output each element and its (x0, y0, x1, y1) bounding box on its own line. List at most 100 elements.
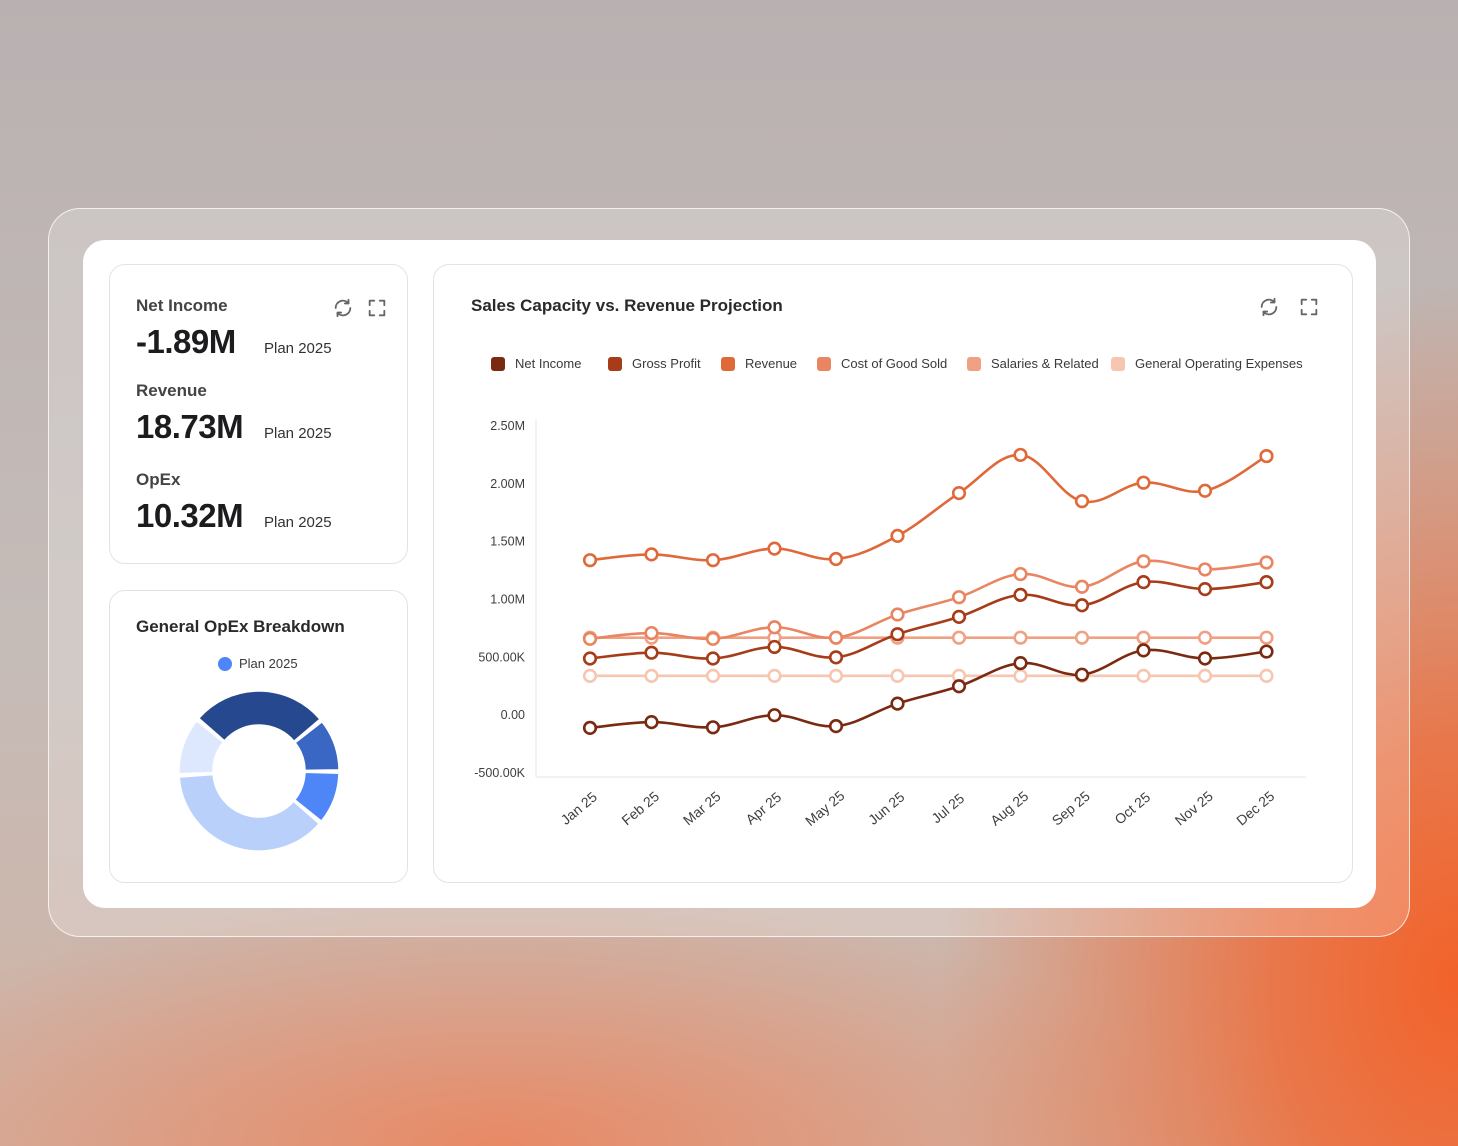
data-point[interactable] (1136, 575, 1151, 590)
x-tick-label: Nov 25 (1172, 788, 1216, 829)
data-point[interactable] (1074, 630, 1090, 645)
data-point[interactable] (890, 627, 905, 642)
data-point[interactable] (1197, 668, 1213, 683)
data-point[interactable] (1259, 448, 1274, 464)
data-point[interactable] (705, 631, 721, 646)
kpi-plan-revenue: Plan 2025 (264, 425, 332, 442)
legend-swatch (967, 356, 981, 371)
data-point[interactable] (828, 630, 844, 645)
data-point[interactable] (828, 551, 844, 567)
data-point[interactable] (951, 590, 967, 605)
data-point[interactable] (1136, 630, 1151, 645)
x-tick-label: Jun 25 (865, 788, 908, 827)
data-point[interactable] (705, 720, 721, 735)
fullscreen-icon[interactable] (366, 297, 388, 319)
data-point[interactable] (705, 668, 721, 683)
data-point[interactable] (1259, 630, 1274, 645)
data-point[interactable] (1259, 555, 1274, 570)
data-point[interactable] (1013, 630, 1028, 645)
data-point[interactable] (828, 668, 844, 683)
data-point[interactable] (1013, 566, 1028, 582)
data-point[interactable] (1074, 494, 1090, 509)
data-point[interactable] (767, 620, 782, 635)
data-point[interactable] (582, 553, 598, 568)
data-point[interactable] (582, 668, 598, 683)
legend-item-3[interactable]: Cost of Good Sold (817, 356, 947, 371)
data-point[interactable] (644, 625, 659, 641)
data-point[interactable] (644, 547, 659, 562)
donut-legend-dot (218, 656, 232, 671)
fullscreen-icon[interactable] (1298, 296, 1320, 318)
data-point[interactable] (582, 720, 598, 735)
data-point[interactable] (644, 668, 659, 683)
data-point[interactable] (1259, 644, 1274, 659)
kpi-value-revenue: 18.73M (136, 408, 244, 445)
donut-segment-3[interactable] (178, 773, 320, 852)
y-tick-label: 1.00M (490, 593, 525, 607)
data-point[interactable] (890, 668, 905, 683)
data-point[interactable] (767, 639, 782, 655)
legend-label: Net Income (515, 356, 582, 371)
donut-segment-4[interactable] (178, 720, 224, 775)
data-point[interactable] (951, 630, 967, 645)
refresh-icon[interactable] (1258, 296, 1280, 318)
data-point[interactable] (767, 541, 782, 556)
data-point[interactable] (1197, 651, 1213, 666)
y-tick-label: 2.50M (490, 419, 525, 433)
data-point[interactable] (1136, 643, 1151, 658)
data-point[interactable] (1074, 667, 1090, 682)
data-point[interactable] (1013, 668, 1028, 683)
legend-item-0[interactable]: Net Income (491, 356, 581, 371)
data-point[interactable] (1013, 587, 1028, 602)
refresh-icon[interactable] (332, 297, 354, 319)
legend-swatch (608, 356, 622, 371)
data-point[interactable] (767, 668, 782, 683)
data-point[interactable] (582, 651, 598, 666)
data-point[interactable] (705, 553, 721, 568)
data-point[interactable] (1259, 668, 1274, 683)
kpi-value-opex: 10.32M (136, 497, 244, 534)
data-point[interactable] (1013, 447, 1028, 463)
x-tick-label: Mar 25 (680, 788, 724, 828)
legend-item-4[interactable]: Salaries & Related (967, 356, 1099, 371)
data-point[interactable] (1259, 575, 1274, 590)
data-point[interactable] (1197, 483, 1213, 498)
data-point[interactable] (1197, 562, 1213, 577)
data-point[interactable] (705, 651, 721, 666)
data-point[interactable] (767, 708, 782, 723)
data-point[interactable] (1136, 554, 1151, 569)
opex-breakdown-title: General OpEx Breakdown (136, 617, 345, 636)
data-point[interactable] (644, 645, 659, 660)
data-point[interactable] (951, 679, 967, 694)
data-point[interactable] (951, 485, 967, 501)
donut-legend-label: Plan 2025 (239, 656, 298, 671)
data-point[interactable] (1197, 630, 1213, 645)
data-point[interactable] (890, 696, 905, 711)
data-point[interactable] (828, 719, 844, 734)
data-point[interactable] (1136, 475, 1151, 490)
data-point[interactable] (1013, 656, 1028, 671)
data-point[interactable] (1074, 579, 1090, 594)
data-point[interactable] (890, 607, 905, 622)
donut-segment-2[interactable] (294, 771, 340, 822)
legend-item-1[interactable]: Gross Profit (608, 356, 701, 371)
x-tick-label: Oct 25 (1111, 789, 1153, 828)
donut-segment-1[interactable] (294, 720, 340, 772)
data-point[interactable] (1136, 668, 1151, 683)
data-point[interactable] (1074, 598, 1090, 613)
data-point[interactable] (828, 650, 844, 665)
y-tick-label: -500.00K (474, 766, 525, 780)
y-tick-label: 1.50M (490, 535, 525, 549)
donut-segment-0[interactable] (198, 690, 321, 742)
data-point[interactable] (644, 715, 659, 730)
data-point[interactable] (951, 609, 967, 624)
kpi-value-net-income: -1.89M (136, 323, 236, 360)
legend-swatch (1111, 356, 1125, 371)
x-tick-label: Feb 25 (618, 788, 662, 828)
data-point[interactable] (890, 528, 905, 543)
x-tick-label: Jan 25 (558, 788, 601, 827)
data-point[interactable] (1197, 581, 1213, 597)
legend-item-5[interactable]: General Operating Expenses (1111, 356, 1303, 371)
legend-item-2[interactable]: Revenue (721, 356, 797, 371)
data-point[interactable] (582, 631, 598, 646)
